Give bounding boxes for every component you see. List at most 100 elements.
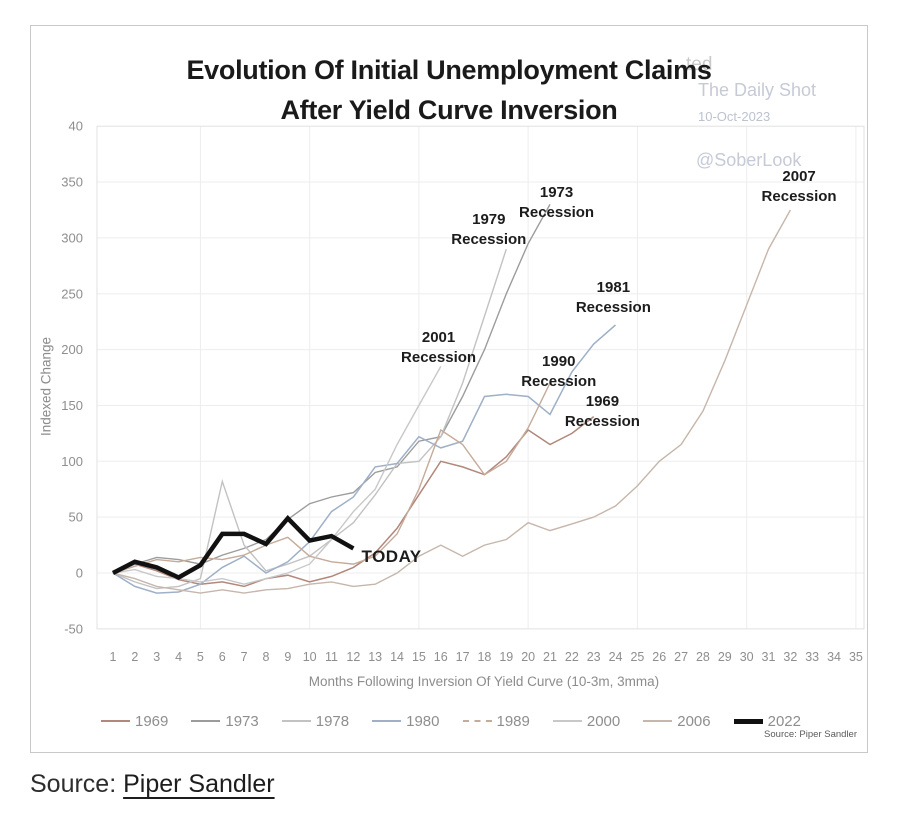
x-tick-label: 23: [587, 650, 601, 664]
x-tick-label: 31: [762, 650, 776, 664]
legend-label-1973: 1973: [225, 712, 259, 730]
legend-label-1989: 1989: [496, 712, 530, 730]
x-tick-label: 4: [175, 650, 182, 664]
legend-swatch-1980: [372, 720, 402, 722]
x-tick-label: 24: [609, 650, 623, 664]
legend-label-2000: 2000: [586, 712, 621, 730]
y-tick-label: 350: [61, 175, 83, 190]
legend-swatch-1969: [101, 720, 130, 722]
y-tick-label: 40: [69, 119, 83, 134]
y-tick-label: 300: [61, 230, 83, 245]
legend-swatch-1989: [462, 720, 492, 722]
annotation-today: TODAY: [361, 547, 422, 567]
legend-label-2022: 2022: [767, 712, 801, 730]
x-tick-label: 11: [325, 650, 338, 664]
legend-label-2006: 2006: [677, 712, 711, 730]
x-tick-label: 7: [241, 650, 248, 664]
x-tick-label: 1: [110, 650, 117, 664]
legend-swatch-1973: [191, 720, 221, 722]
legend-swatch-2006: [643, 720, 673, 722]
annotation-1990-recession: 1990 Recession: [521, 352, 597, 390]
annotation-1969-recession: 1969 Recession: [564, 393, 640, 431]
legend: 1969 1973 1978 1980 1989 2000 2006 2022: [101, 710, 801, 732]
series-line-2022: [111, 514, 355, 581]
x-tick-label: 32: [783, 650, 797, 664]
x-tick-label: 18: [477, 650, 491, 664]
x-tick-label: 8: [262, 650, 269, 664]
x-tick-label: 30: [740, 650, 754, 664]
watermark-date: 10-Oct-2023: [698, 109, 771, 124]
series-line-1973: [112, 204, 551, 574]
watermark-soberlook: @SoberLook: [696, 150, 802, 170]
legend-item-2006: 2006: [643, 712, 711, 730]
series-line-1969: [112, 416, 595, 588]
x-tick-label: 28: [696, 650, 710, 664]
legend-swatch-2000: [552, 720, 582, 722]
annotation-1979-recession: 1979 Recession: [451, 211, 527, 249]
x-tick-label: 12: [346, 650, 360, 664]
series-line-1980: [112, 324, 616, 594]
legend-item-2022: 2022: [733, 712, 801, 730]
legend-item-1969: 1969: [101, 713, 168, 730]
x-tick-label: 3: [153, 650, 160, 664]
annotation-2001-recession: 2001 Recession: [401, 329, 477, 367]
x-tick-label: 14: [390, 650, 404, 664]
y-axis-title: Indexed Change: [38, 336, 54, 437]
y-tick-label: 200: [61, 342, 83, 357]
x-tick-label: 9: [284, 650, 291, 664]
y-tick-label: 0: [76, 566, 83, 581]
legend-label-1980: 1980: [406, 712, 440, 730]
legend-item-1973: 1973: [191, 712, 259, 730]
annotation-1973-recession: 1973 Recession: [519, 184, 595, 222]
x-tick-label: 5: [197, 650, 204, 664]
x-tick-label: 15: [412, 650, 426, 664]
x-tick-label: 34: [827, 650, 841, 664]
legend-item-2000: 2000: [552, 712, 621, 730]
watermark-daily-shot: The Daily Shot: [698, 80, 817, 100]
x-tick-label: 17: [456, 650, 470, 664]
legend-swatch-1978: [281, 720, 311, 722]
x-tick-label: 22: [565, 650, 579, 664]
y-tick-label: 100: [61, 454, 83, 469]
x-tick-label: 21: [543, 650, 557, 664]
x-tick-label: 27: [674, 650, 688, 664]
x-tick-label: 16: [434, 650, 448, 664]
x-tick-label: 13: [368, 650, 382, 664]
chart-title-line2: After Yield Curve Inversion: [280, 95, 618, 125]
x-tick-label: 19: [499, 650, 513, 664]
x-tick-label: 33: [805, 650, 819, 664]
x-tick-label: 35: [849, 650, 863, 664]
y-tick-label: 150: [61, 398, 83, 413]
annotation-2007-recession: 2007 Recession: [761, 167, 837, 205]
x-tick-label: 29: [718, 650, 732, 664]
chart-source-note: Source: Piper Sandler: [764, 729, 857, 740]
legend-label-1978: 1978: [315, 712, 350, 730]
chart-title-line1: Evolution Of Initial Unemployment Claims: [186, 55, 712, 85]
page-source-link[interactable]: Piper Sandler: [123, 770, 275, 798]
chart-card: Evolution Of Initial Unemployment Claims…: [30, 25, 868, 753]
legend-label-1969: 1969: [135, 712, 169, 730]
page-source-prefix: Source:: [30, 770, 124, 798]
x-tick-label: 2: [131, 650, 138, 664]
legend-item-1978: 1978: [281, 712, 350, 730]
page-source-line: Source: Piper Sandler: [30, 770, 275, 799]
x-tick-label: 26: [652, 650, 666, 664]
plot-border: [96, 125, 865, 630]
series-line-1989: [112, 382, 551, 574]
y-tick-label: 250: [61, 286, 83, 301]
x-tick-label: 10: [303, 650, 317, 664]
x-tick-label: 20: [521, 650, 535, 664]
x-tick-label: 6: [219, 650, 226, 664]
y-tick-label: -50: [64, 621, 83, 636]
legend-item-1989: 1989: [462, 712, 530, 730]
series-line-2006: [112, 209, 792, 594]
x-axis-title: Months Following Inversion Of Yield Curv…: [308, 674, 660, 689]
chart-title: Evolution Of Initial Unemployment Claims…: [31, 50, 867, 130]
series-line-2000: [112, 366, 442, 585]
legend-swatch-2022: [733, 718, 763, 724]
annotation-1981-recession: 1981 Recession: [575, 279, 651, 317]
watermark-fragment: ted: [686, 54, 713, 75]
x-tick-label: 25: [630, 650, 644, 664]
y-tick-label: 50: [69, 510, 83, 525]
